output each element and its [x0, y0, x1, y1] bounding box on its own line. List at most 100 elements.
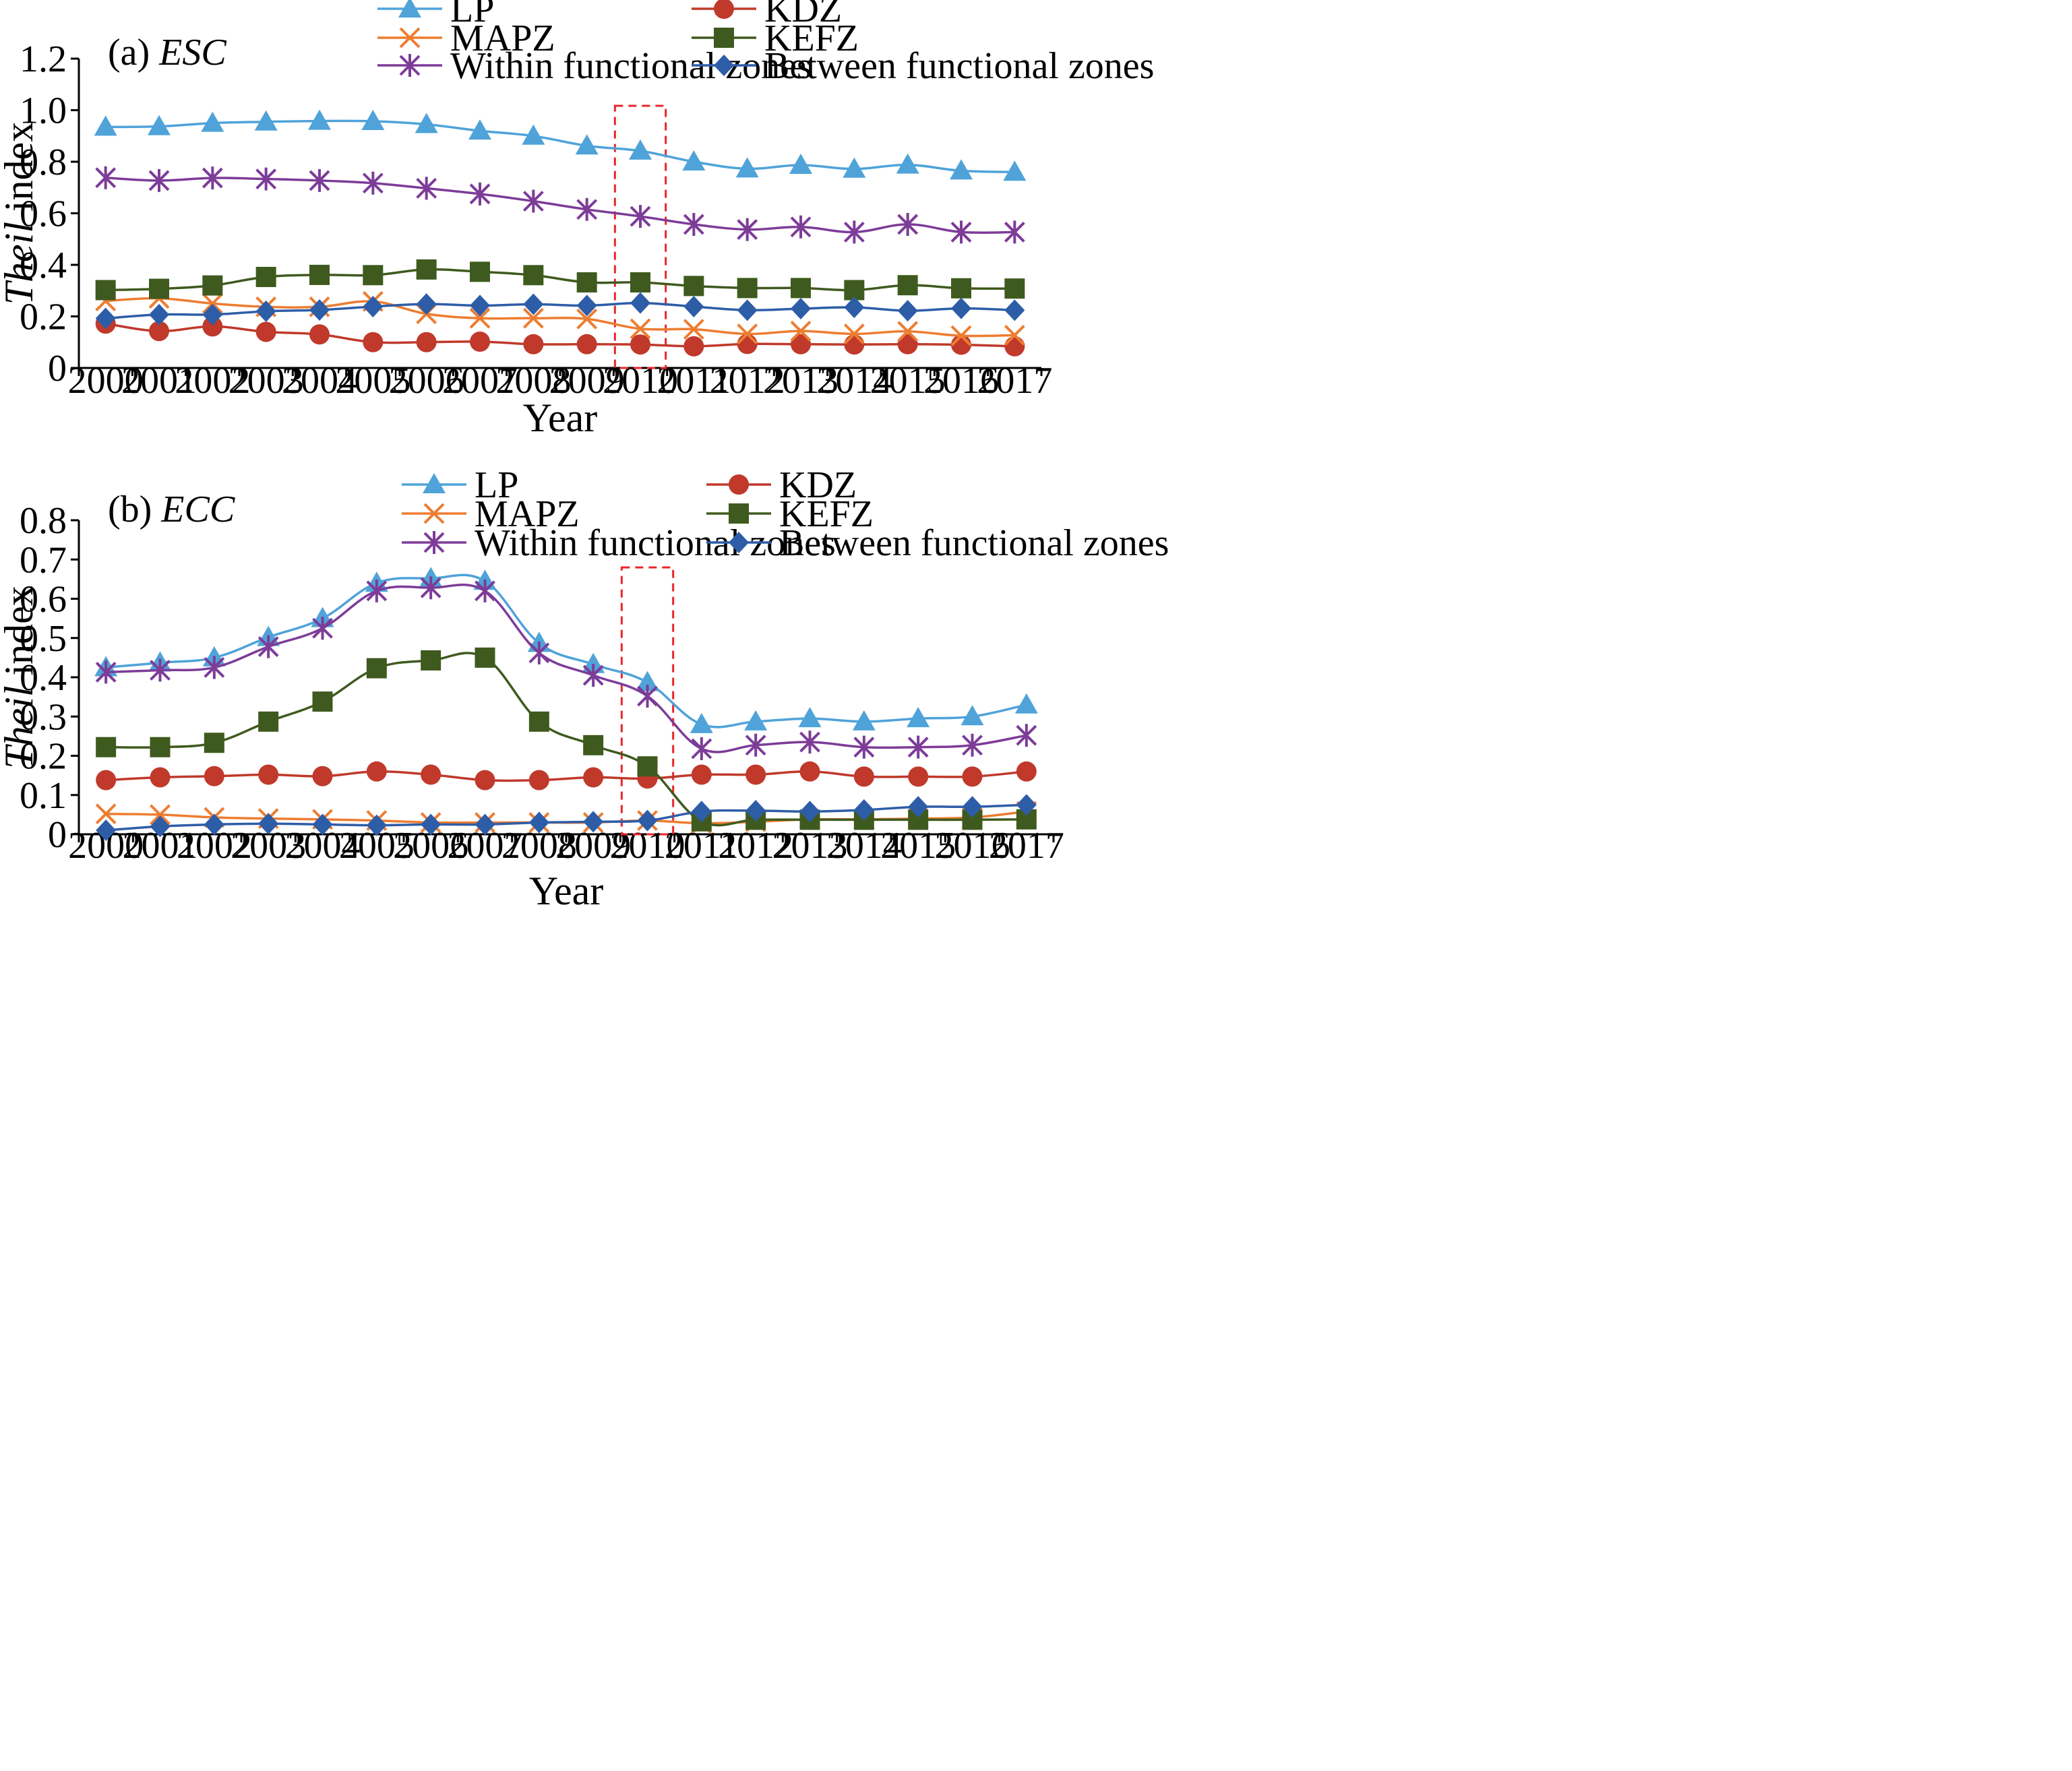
panel-name: ESC	[158, 32, 226, 73]
y-axis-title-rest: index	[0, 586, 41, 685]
legend-label: MAPZ	[450, 18, 555, 59]
x-tick-label: 2013	[772, 825, 848, 867]
y-tick-label: 0.2	[20, 297, 67, 338]
data-point-between-functional-zones-2011	[691, 801, 712, 823]
data-point-kdz-2007	[470, 331, 490, 352]
x-tick-label: 2011	[657, 360, 731, 402]
data-point-kdz-2005	[366, 761, 387, 782]
data-point-kefz-2000	[96, 737, 117, 757]
x-tick-label: 2012	[718, 825, 793, 867]
data-point-lp-2008	[522, 124, 545, 145]
legend-label: KDZ	[779, 464, 857, 506]
legend-item-mapz: MAPZ	[377, 18, 555, 59]
data-point-between-functional-zones-2014	[844, 297, 865, 319]
data-point-within-functional-zones-2009	[582, 664, 604, 687]
series-line-lp	[106, 573, 1027, 728]
series-line-lp	[105, 119, 1015, 174]
data-point-kdz-2011	[691, 764, 712, 785]
legend-marker-mapz	[423, 503, 445, 524]
y-axis-title-rest: index	[0, 122, 41, 222]
y-tick-label: 0.4	[20, 657, 67, 699]
data-point-kdz-2012	[745, 764, 766, 785]
legend-marker-between-functional-zones	[729, 532, 749, 553]
data-point-kefz-2001	[150, 737, 171, 757]
data-point-lp-2016	[950, 159, 973, 180]
legend-marker-lp	[423, 473, 446, 493]
y-tick-label: 0.5	[20, 618, 67, 660]
data-point-kdz-2002	[202, 316, 223, 337]
data-point-between-functional-zones-2002	[204, 813, 224, 836]
series-kefz	[95, 259, 1025, 301]
data-point-lp-2005	[361, 109, 385, 130]
data-point-kefz-2003	[255, 266, 276, 287]
y-tick-label: 0.7	[20, 539, 67, 581]
data-point-lp-2011	[690, 712, 713, 733]
legend-marker-kdz	[714, 0, 734, 19]
data-point-between-functional-zones-2015	[897, 300, 918, 322]
data-point-within-functional-zones-2016	[950, 220, 972, 244]
data-point-between-functional-zones-2008	[523, 293, 544, 315]
legend-item-kefz: KEFZ	[692, 18, 859, 59]
data-point-lp-2002	[201, 111, 224, 132]
data-point-mapz-2013	[790, 320, 812, 342]
y-axis-title: Theil index	[0, 586, 41, 769]
x-tick-label: 2003	[228, 360, 304, 402]
series-line-kefz	[105, 268, 1015, 292]
legend-item-mapz: MAPZ	[402, 493, 580, 535]
data-point-between-functional-zones-2002	[202, 303, 223, 325]
data-point-kefz-2006	[416, 259, 437, 280]
data-point-between-functional-zones-2010	[637, 809, 658, 832]
legend-label: LP	[475, 464, 518, 506]
data-point-lp-2012	[744, 710, 768, 731]
legend-item-kefz: KEFZ	[706, 493, 874, 535]
data-point-within-functional-zones-2003	[255, 167, 277, 191]
legend-marker-kdz	[729, 474, 749, 495]
x-tick-label: 2015	[880, 825, 956, 867]
data-point-mapz-2009	[576, 308, 598, 330]
data-point-lp-2015	[907, 707, 930, 728]
y-axis-title-italic: Theil	[0, 222, 41, 305]
data-point-within-functional-zones-2006	[420, 576, 441, 600]
data-point-kdz-2004	[312, 766, 333, 786]
data-point-kefz-2006	[421, 650, 441, 671]
data-point-within-functional-zones-2008	[522, 189, 544, 213]
legend-marker-kefz	[714, 28, 734, 48]
data-point-kefz-2002	[204, 733, 224, 753]
data-point-within-functional-zones-2009	[576, 197, 598, 221]
data-point-lp-2009	[575, 134, 599, 155]
x-axis-title: Year	[529, 869, 604, 913]
panel-label: (b)	[108, 489, 161, 530]
data-point-kefz-2000	[95, 280, 116, 301]
data-point-within-functional-zones-2008	[528, 641, 550, 664]
data-point-within-functional-zones-2004	[312, 617, 333, 640]
data-point-kefz-2011	[683, 276, 704, 297]
data-point-between-functional-zones-2010	[630, 292, 650, 314]
y-axis-title-italic: Theil	[0, 685, 41, 768]
data-point-mapz-2016	[950, 325, 972, 346]
x-axis-title: Year	[523, 396, 598, 440]
data-point-kefz-2010	[637, 756, 658, 777]
data-point-within-functional-zones-2001	[148, 168, 170, 192]
data-point-kdz-2014	[853, 766, 874, 787]
data-point-between-functional-zones-2013	[791, 298, 811, 320]
highlight-box-2010	[613, 104, 667, 369]
data-point-between-functional-zones-2014	[853, 799, 874, 821]
y-tick-label: 1.2	[20, 38, 67, 80]
data-point-kdz-2012	[737, 334, 758, 354]
data-point-between-functional-zones-2006	[416, 293, 437, 315]
x-tick-label: 2009	[549, 360, 625, 402]
data-point-kefz-2010	[630, 272, 650, 293]
x-tick-label: 2016	[923, 360, 999, 402]
data-point-kdz-2016	[951, 334, 971, 355]
data-point-kefz-2009	[576, 272, 597, 293]
x-tick-label: 2002	[175, 360, 250, 402]
data-point-mapz-2002	[202, 292, 223, 314]
data-point-lp-2004	[308, 109, 331, 130]
data-point-within-functional-zones-2011	[691, 737, 712, 761]
legend-label: KDZ	[764, 0, 842, 30]
data-point-between-functional-zones-2008	[528, 811, 549, 834]
data-point-within-functional-zones-2010	[637, 684, 658, 708]
data-point-between-functional-zones-2016	[951, 297, 971, 319]
